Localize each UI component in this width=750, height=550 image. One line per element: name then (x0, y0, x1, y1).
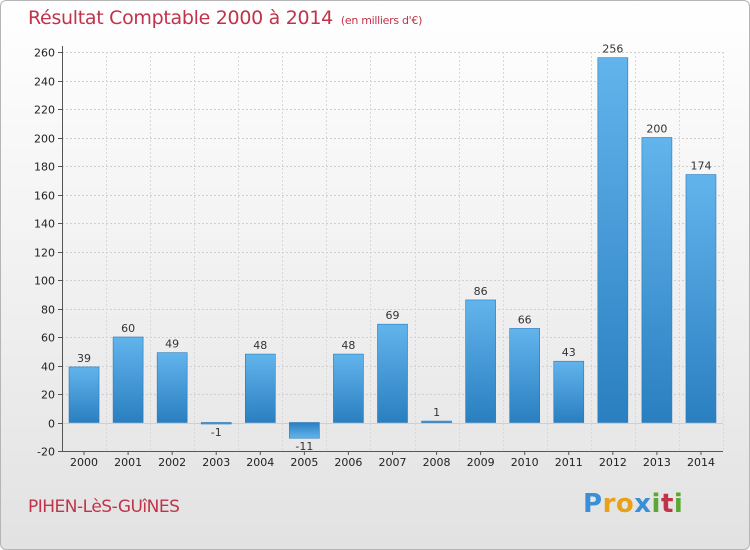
bar (641, 137, 673, 423)
logo-letter: r (602, 489, 616, 519)
y-tick-label: 60 (41, 332, 55, 345)
bar (68, 366, 100, 423)
bar (333, 353, 364, 423)
x-tick-label: 2005 (290, 456, 318, 469)
y-tick-label: 40 (41, 361, 55, 374)
y-tick-label: 0 (48, 418, 55, 431)
bar (685, 174, 717, 423)
bar (509, 328, 541, 423)
logo-letter: o (615, 489, 635, 519)
logo-letter: P (583, 489, 603, 519)
bars (68, 57, 717, 439)
y-tick-label: 260 (34, 47, 55, 60)
y-tick-label: 160 (34, 190, 55, 203)
y-tick-label: 140 (34, 218, 55, 231)
x-tick-label: 2003 (202, 456, 230, 469)
value-label: 200 (646, 123, 667, 136)
bar (553, 360, 585, 423)
y-tick-label: 200 (34, 133, 55, 146)
bar (377, 323, 408, 423)
bar (156, 352, 188, 423)
x-tick-label: 2013 (643, 456, 671, 469)
value-label: 1 (433, 406, 440, 419)
value-labels: 39 60 49 -1 48 -11 48 69 1 86 66 43 256 200 174 (77, 43, 711, 453)
x-tick-label: 2010 (511, 456, 539, 469)
y-tick-label: 240 (34, 76, 55, 89)
value-label: 48 (341, 339, 355, 352)
chart-subtitle: (en milliers d'€) (340, 14, 423, 27)
chart-title: Résultat Comptable 2000 à 2014 (28, 7, 333, 29)
bar (597, 57, 629, 423)
x-tick-label: 2009 (467, 456, 495, 469)
value-label: 69 (386, 309, 400, 322)
x-tick-label: 2014 (687, 456, 715, 469)
x-tick-label: 2001 (114, 456, 142, 469)
y-tick-label: 180 (34, 161, 55, 174)
y-tick-label: 100 (34, 275, 55, 288)
chart-title-block: Résultat Comptable 2000 à 2014 (en millie… (28, 7, 422, 29)
y-tick-label: -20 (37, 446, 55, 459)
x-tick-label: 2006 (334, 456, 362, 469)
value-label: 43 (562, 346, 576, 359)
bar (421, 420, 452, 423)
y-tick-label: 220 (34, 104, 55, 117)
y-tick-label: 20 (41, 389, 55, 402)
value-label: -1 (211, 426, 222, 439)
value-label: 39 (77, 352, 91, 365)
logo-letter: x (634, 489, 652, 519)
proxiti-logo: Proxiti (583, 489, 683, 519)
bar (200, 422, 232, 425)
x-tick-label: 2004 (246, 456, 274, 469)
bar (289, 422, 320, 439)
value-label: 60 (121, 322, 135, 335)
value-label: 49 (165, 338, 179, 351)
x-tick-label: 2007 (379, 456, 407, 469)
x-tick-label: 2000 (70, 456, 98, 469)
value-label: 48 (253, 339, 267, 352)
x-tick-label: 2011 (555, 456, 583, 469)
town-name: PIHEN-LèS-GUîNES (28, 497, 180, 517)
y-tick-label: 120 (34, 247, 55, 260)
axes: -200204060801001201401601802002202402602… (34, 46, 723, 469)
value-label: 66 (518, 313, 532, 326)
value-label: 256 (602, 43, 623, 56)
logo-letter: i (673, 489, 684, 519)
bar (112, 336, 144, 423)
y-tick-label: 80 (41, 304, 55, 317)
x-tick-label: 2008 (423, 456, 451, 469)
x-tick-label: 2012 (599, 456, 627, 469)
logo-letter: i (651, 489, 661, 519)
bar (245, 353, 276, 423)
x-tick-label: 2002 (158, 456, 186, 469)
bar (465, 299, 496, 423)
logo-letter: t (660, 489, 674, 519)
value-label: -11 (295, 440, 313, 453)
value-label: 86 (474, 285, 488, 298)
value-label: 174 (690, 160, 711, 173)
